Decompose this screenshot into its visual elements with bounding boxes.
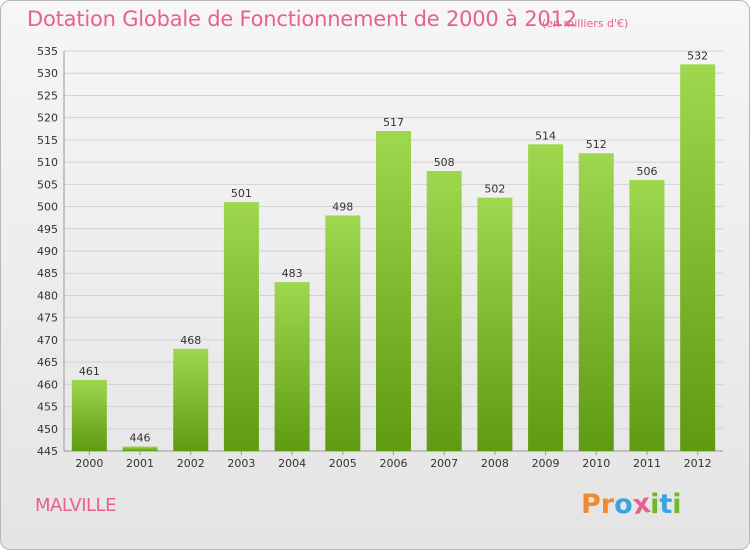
- commune-name: MALVILLE: [35, 495, 116, 516]
- data-label-2005: 498: [332, 200, 353, 213]
- logo-letter: i: [672, 489, 682, 520]
- y-axis: 445 450 455 460 465 470 475 480 485 490 495 500 505 5…: [37, 45, 723, 458]
- x-tick-label-2009: 2009: [532, 457, 560, 470]
- data-label-2001: 446: [130, 432, 151, 445]
- logo-letter: r: [600, 489, 615, 520]
- bar-2008: [477, 197, 513, 451]
- y-tick-label: 460: [37, 378, 58, 391]
- x-tick-label-2006: 2006: [380, 457, 408, 470]
- data-label-2010: 512: [586, 138, 607, 151]
- data-label-2008: 502: [484, 183, 505, 196]
- y-tick-label: 485: [37, 267, 58, 280]
- data-label-2011: 506: [636, 165, 657, 178]
- bar-2009: [528, 144, 564, 452]
- bar-2000: [71, 379, 107, 451]
- x-tick-label-2002: 2002: [177, 457, 205, 470]
- y-tick-label: 465: [37, 356, 58, 369]
- data-label-2009: 514: [535, 129, 556, 142]
- x-tick-label-2010: 2010: [582, 457, 610, 470]
- bar-2006: [376, 131, 411, 451]
- x-tick-label-2003: 2003: [227, 457, 255, 470]
- y-tick-label: 530: [37, 67, 58, 80]
- y-tick-label: 495: [37, 223, 58, 236]
- y-tick-label: 445: [37, 445, 58, 458]
- bar-2002: [173, 348, 209, 451]
- x-tick-label-2004: 2004: [278, 457, 306, 470]
- y-tick-label: 535: [37, 45, 58, 58]
- y-tick-label: 455: [37, 401, 58, 414]
- y-tick-label: 520: [37, 112, 58, 125]
- data-label-2003: 501: [231, 187, 252, 200]
- logo-letter: t: [659, 489, 673, 520]
- y-tick-label: 510: [37, 156, 58, 169]
- bar-2010: [578, 153, 614, 451]
- bar-2012: [680, 64, 716, 452]
- logo-letter: o: [614, 489, 633, 520]
- data-label-2012: 532: [687, 49, 708, 62]
- chart-unit: (en milliers d'€): [542, 17, 629, 30]
- y-tick-label: 490: [37, 245, 58, 258]
- y-tick-label: 480: [37, 289, 58, 302]
- y-tick-label: 500: [37, 201, 58, 214]
- data-label-2007: 508: [434, 156, 455, 169]
- bar-2003: [223, 202, 259, 451]
- data-label-2004: 483: [282, 267, 303, 280]
- x-tick-label-2007: 2007: [430, 457, 458, 470]
- bars: 461 446 468 501 483 498 517 508 502 514 512 506 532: [71, 49, 716, 452]
- logo-letter: x: [630, 487, 653, 522]
- bar-2004: [274, 282, 310, 451]
- chart-title: Dotation Globale de Fonctionnement de 20…: [27, 7, 577, 31]
- y-tick-label: 525: [37, 89, 58, 102]
- bar-2005: [325, 215, 361, 451]
- x-tick-label-2000: 2000: [75, 457, 103, 470]
- x-tick-label-2001: 2001: [126, 457, 154, 470]
- x-tick-label-2012: 2012: [684, 457, 712, 470]
- data-label-2002: 468: [180, 334, 201, 347]
- bar-2011: [629, 179, 665, 451]
- data-label-2006: 517: [383, 116, 404, 129]
- bar-2007: [426, 171, 462, 451]
- logo-letter: i: [650, 489, 660, 520]
- y-tick-label: 515: [37, 134, 58, 147]
- logo-letter: P: [581, 489, 601, 520]
- y-tick-label: 450: [37, 423, 58, 436]
- proxiti-logo: Proxiti: [581, 487, 682, 522]
- bar-2001: [122, 446, 158, 451]
- x-tick-label-2011: 2011: [633, 457, 661, 470]
- y-tick-label: 475: [37, 312, 58, 325]
- x-tick-label-2005: 2005: [329, 457, 357, 470]
- y-tick-label: 470: [37, 334, 58, 347]
- x-tick-label-2008: 2008: [481, 457, 509, 470]
- y-tick-label: 505: [37, 178, 58, 191]
- data-label-2000: 461: [79, 365, 100, 378]
- x-axis: 2000 2001 2002 2003 2004 2005 2006 2007 2008 2009…: [75, 451, 712, 470]
